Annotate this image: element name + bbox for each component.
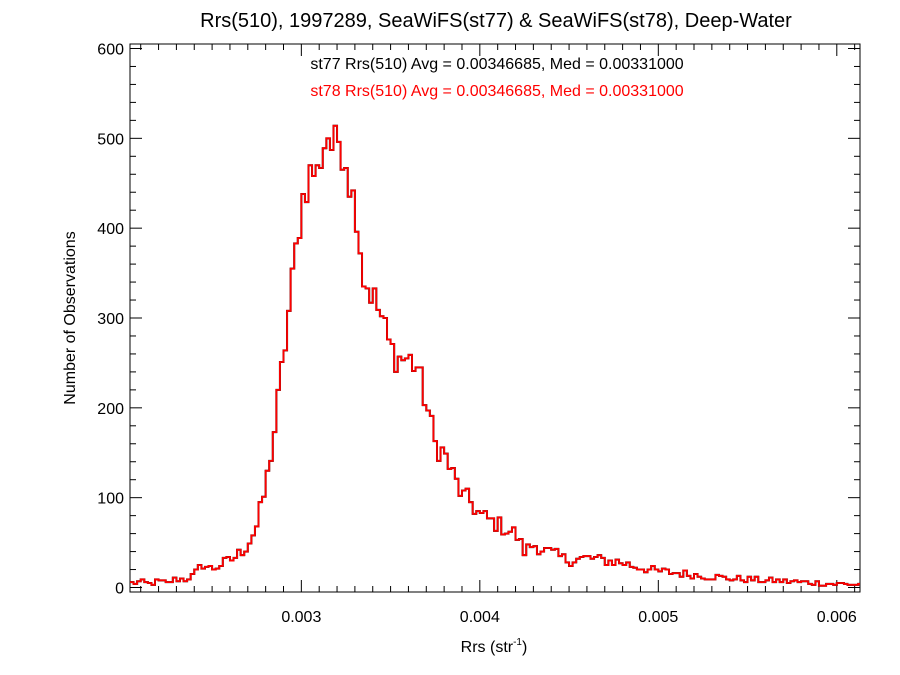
x-axis-label-close: ) <box>522 639 527 656</box>
x-tick-label: 0.004 <box>460 609 500 626</box>
histogram-series-st78 <box>130 124 860 587</box>
histogram-series-st77 <box>130 124 860 587</box>
y-axis-label: Number of Observations <box>62 231 79 404</box>
x-tick-label: 0.006 <box>817 609 857 626</box>
plot-layer: 0 100 200 300 400 500 600 0.003 0.004 0.005 0.006 <box>97 41 861 626</box>
plot-frame <box>129 43 861 593</box>
x-tick-label: 0.003 <box>281 609 321 626</box>
y-tick-label: 100 <box>97 491 124 508</box>
x-axis-label: Rrs (str-1) <box>461 637 528 656</box>
x-axis-label-main: Rrs (str <box>461 639 514 656</box>
y-tick-label: 300 <box>97 311 124 328</box>
annotation-st77: st77 Rrs(510) Avg = 0.00346685, Med = 0.… <box>310 56 683 73</box>
y-tick-label: 200 <box>97 401 124 418</box>
y-tick-label: 600 <box>97 41 124 58</box>
x-tick-label: 0.005 <box>638 609 678 626</box>
y-tick-label: 400 <box>97 221 124 238</box>
x-axis-label-superscript: -1 <box>513 637 522 648</box>
y-tick-label: 0 <box>115 581 124 598</box>
y-tick-label: 500 <box>97 131 124 148</box>
annotation-st78: st78 Rrs(510) Avg = 0.00346685, Med = 0.… <box>310 83 683 100</box>
chart-title: Rrs(510), 1997289, SeaWiFS(st77) & SeaWi… <box>200 10 792 32</box>
